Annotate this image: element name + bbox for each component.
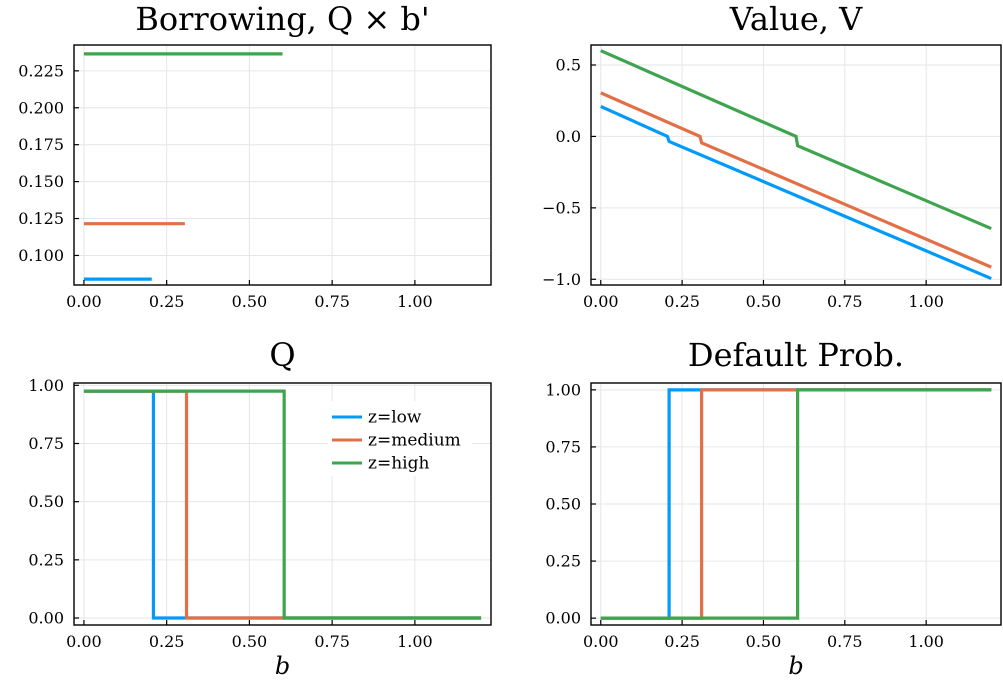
y-tick-label: 0.5: [556, 56, 581, 75]
chart-title: Value, V: [729, 0, 863, 38]
chart-title: Default Prob.: [688, 336, 904, 374]
plot-frame: [73, 44, 492, 286]
y-tick-label: 0.75: [28, 434, 64, 453]
legend-label: z=low: [368, 408, 422, 428]
x-tick-label: 0.00: [583, 632, 619, 651]
y-tick-label: 0.150: [18, 172, 64, 191]
x-tick-label: 0.50: [746, 292, 782, 311]
legend: z=low z=medium z=high: [328, 401, 472, 476]
y-tick-label: −0.5: [542, 198, 581, 217]
x-axis-label: b: [275, 652, 290, 680]
y-tick-label: 0.75: [545, 437, 581, 456]
panel-0: 0.00 0.25 0.50 0.75 1.00 0.100 0.125 0.150 0.175…: [18, 0, 492, 311]
x-tick-label: 0.50: [232, 632, 268, 651]
x-tick-label: 0.00: [66, 292, 102, 311]
series-line-2: [600, 388, 992, 620]
x-tick-label: 0.25: [149, 632, 185, 651]
y-tick-label: 0.00: [545, 609, 581, 628]
y-tick-label: 0.50: [28, 492, 64, 511]
y-tick-label: 0.200: [18, 98, 64, 117]
y-tick-label: −1.0: [542, 270, 581, 289]
x-axis-label: b: [788, 652, 803, 680]
y-tick-label: 1.00: [545, 380, 581, 399]
y-tick-label: 1.00: [28, 376, 64, 395]
x-tick-label: 0.75: [827, 292, 863, 311]
plot-frame: [73, 382, 492, 626]
y-tick-label: 0.0: [556, 127, 581, 146]
x-tick-label: 0.50: [232, 292, 268, 311]
y-tick-label: 0.25: [28, 550, 64, 569]
panel-3: 0.00 0.25 0.50 0.75 1.00 0.00 0.25 0.50 0.75 1.00…: [545, 336, 1002, 680]
series-line-0: [600, 104, 992, 281]
y-tick-label: 0.100: [18, 246, 64, 265]
x-tick-label: 1.00: [397, 632, 433, 651]
y-tick-label: 0.175: [18, 135, 64, 154]
y-tick-label: 0.225: [18, 61, 64, 80]
x-tick-label: 0.75: [314, 632, 350, 651]
chart-title: Q: [269, 336, 295, 374]
x-tick-label: 0.75: [314, 292, 350, 311]
y-tick-label: 0.50: [545, 495, 581, 514]
legend-label: z=high: [368, 454, 429, 474]
x-tick-label: 1.00: [397, 292, 433, 311]
panel-2: 0.00 0.25 0.50 0.75 1.00 0.00 0.25 0.50 0.75 1.00…: [28, 336, 492, 680]
y-tick-label: 0.125: [18, 209, 64, 228]
series-line-2: [83, 389, 482, 620]
panel-1: 0.00 0.25 0.50 0.75 1.00 −1.0 −0.5 0.0 0.5 Value,…: [542, 0, 1002, 311]
x-tick-label: 1.00: [908, 292, 944, 311]
series-line-1: [600, 91, 992, 269]
plot-frame: [590, 44, 1002, 286]
x-tick-label: 1.00: [908, 632, 944, 651]
x-tick-label: 0.75: [827, 632, 863, 651]
y-tick-label: 0.25: [545, 552, 581, 571]
series-line-2: [600, 49, 992, 231]
chart-title: Borrowing, Q × b': [135, 0, 429, 38]
y-tick-label: 0.00: [28, 609, 64, 628]
x-tick-label: 0.25: [149, 292, 185, 311]
x-tick-label: 0.00: [66, 632, 102, 651]
x-tick-label: 0.50: [746, 632, 782, 651]
x-tick-label: 0.25: [664, 292, 700, 311]
x-tick-label: 0.25: [664, 632, 700, 651]
legend-label: z=medium: [368, 431, 461, 451]
x-tick-label: 0.00: [583, 292, 619, 311]
